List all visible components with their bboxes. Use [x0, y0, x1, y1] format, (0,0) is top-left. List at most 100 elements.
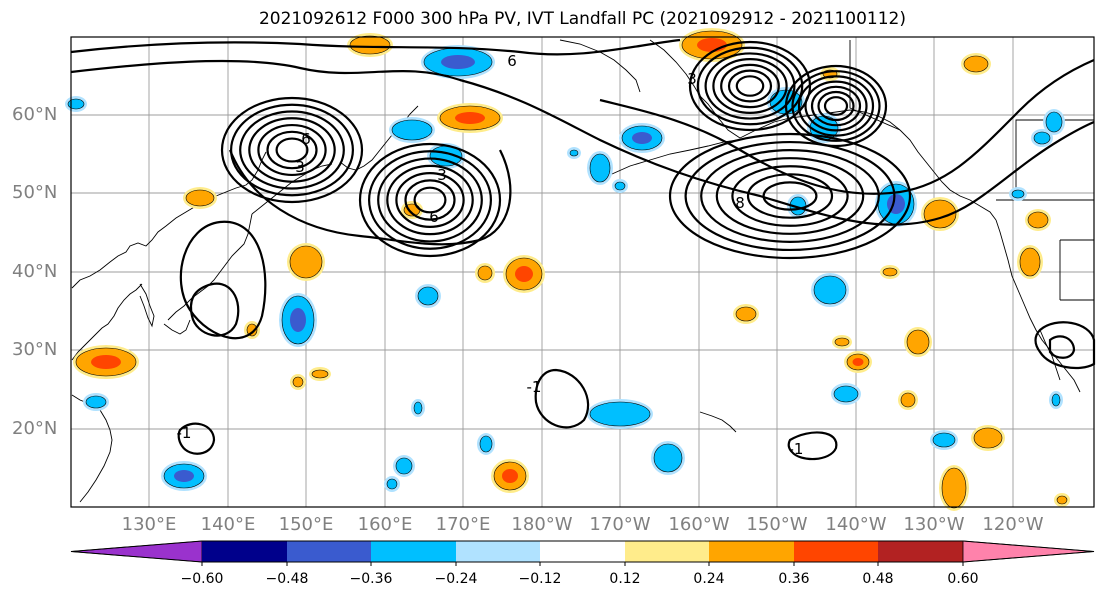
colorbar	[70, 540, 1095, 566]
ivt-contour-ring	[275, 137, 309, 163]
negative-pv-patch	[1049, 391, 1063, 409]
colorbar-tick-label: 0.24	[693, 571, 725, 587]
negative-pv-patch	[161, 461, 207, 491]
contour-value-label: 6	[429, 208, 439, 226]
colorbar-tick-label: −0.36	[349, 571, 393, 587]
positive-pv-patch	[971, 425, 1005, 451]
ivt-contour-envelope	[599, 58, 1095, 195]
positive-pv-patch	[832, 335, 852, 349]
positive-pv-patch	[290, 374, 306, 390]
positive-pv-patch	[904, 327, 932, 357]
bering-siberia	[559, 39, 641, 93]
negative-pv-patch	[651, 441, 685, 475]
lat-label-20n: 20°N	[12, 418, 58, 439]
positive-pv-patch	[475, 263, 495, 283]
ivt-contour-ring	[715, 157, 865, 235]
ivt-contour-ring	[368, 150, 493, 250]
ivt-contour-loop	[1048, 335, 1076, 359]
positive-pv-patch	[679, 28, 745, 62]
ivt-contour-loop	[189, 282, 240, 337]
ivt-contour-loop	[1034, 321, 1096, 370]
ivt-contour-envelope	[70, 59, 1095, 226]
canada-alaska-border	[849, 40, 901, 131]
colorbar-tick-label: −0.48	[265, 571, 309, 587]
negative-pv-patch	[587, 399, 653, 429]
aleutian-chain	[611, 139, 739, 175]
contour-value-label: 3	[437, 166, 447, 184]
ivt-contour-loop	[177, 422, 216, 455]
ivt-contour-ring	[817, 90, 855, 122]
ivt-contour-loop	[534, 368, 590, 429]
lon-label-140w: 140°W	[825, 514, 887, 535]
ivt-contour-ring	[239, 110, 345, 190]
colorbar-bin	[625, 541, 709, 562]
negative-pv-patch	[421, 45, 495, 79]
lon-label-150w: 150°W	[746, 514, 808, 535]
ivt-contour-ring	[727, 69, 773, 103]
negative-pv-patch	[612, 179, 628, 193]
colorbar-tick-label: −0.60	[180, 571, 224, 587]
colorbar-bin	[878, 541, 963, 562]
lon-label-150e: 150°E	[278, 514, 334, 535]
ivt-contour-ring	[791, 70, 881, 142]
colorbar-tick-label: 0.60	[947, 571, 979, 587]
negative-pv-patch	[415, 284, 441, 308]
positive-pv-patch	[437, 103, 503, 133]
positive-pv-patch	[939, 465, 969, 511]
colorbar-max-extend	[962, 540, 1095, 563]
contour-value-label: 8	[735, 194, 745, 212]
hawaii	[699, 411, 737, 433]
contour-value-label: -1	[177, 424, 192, 442]
lon-label-160w: 160°W	[668, 514, 730, 535]
negative-pv-patch	[389, 117, 435, 143]
positive-pv-patch	[1054, 493, 1070, 507]
lon-label-180w: 180°W	[511, 514, 573, 535]
negative-pv-patch	[393, 455, 415, 477]
ivt-contour-ring	[386, 164, 474, 236]
contour-value-label: 6	[507, 52, 517, 70]
lon-label-120w: 120°W	[982, 514, 1044, 535]
colorbar-tick-label: −0.24	[434, 571, 478, 587]
ivt-contour-ring	[720, 63, 780, 109]
lon-label-130w: 130°W	[903, 514, 965, 535]
contour-value-label: -1	[527, 378, 542, 396]
ivt-contour-ring	[731, 165, 849, 227]
ivt-contour-ring	[266, 130, 318, 170]
ivt-contour-ring	[220, 96, 364, 204]
ivt-contour-ring	[810, 85, 862, 127]
ivt-contour-ring	[395, 172, 465, 228]
ivt-contour-envelope	[228, 149, 512, 246]
ivt-contour-ring	[797, 75, 875, 137]
asia-coast-far-south	[71, 394, 113, 503]
colorbar-min-extend	[70, 540, 203, 563]
map-title: 2021092612 F000 300 hPa PV, IVT Landfall…	[258, 9, 906, 29]
colorbar-bin	[709, 541, 794, 562]
ivt-contours	[70, 38, 1096, 461]
colorbar-bin	[794, 541, 878, 562]
ivt-contour-ring	[700, 149, 880, 243]
lat-label-60n: 60°N	[12, 104, 58, 125]
ivt-contour-envelope	[70, 38, 681, 56]
negative-pv-patch	[875, 181, 917, 227]
ivt-contour-ring	[784, 64, 888, 148]
negative-pv-patch	[619, 123, 665, 153]
colorbar-bin	[371, 541, 456, 562]
negative-pv-patch	[411, 399, 425, 417]
colorbar-bin	[287, 541, 371, 562]
japan-south	[163, 319, 191, 335]
canada-coast	[899, 129, 997, 221]
colorbar-bin	[540, 541, 625, 562]
ivt-contour-ring	[668, 132, 912, 260]
contour-value-label: 3	[295, 158, 305, 176]
ivt-contour-ring	[413, 186, 447, 214]
ivt-contour-ring	[696, 46, 804, 126]
colorbar-bin	[456, 541, 540, 562]
negative-pv-patch	[65, 96, 87, 112]
negative-pv-patch	[279, 293, 317, 347]
colorbar-tick-label: −0.12	[518, 571, 562, 587]
ivt-contour-ring	[735, 75, 765, 97]
ivt-contour-ring	[257, 123, 327, 177]
positive-pv-patch	[183, 187, 217, 209]
positive-pv-patch	[898, 390, 918, 410]
